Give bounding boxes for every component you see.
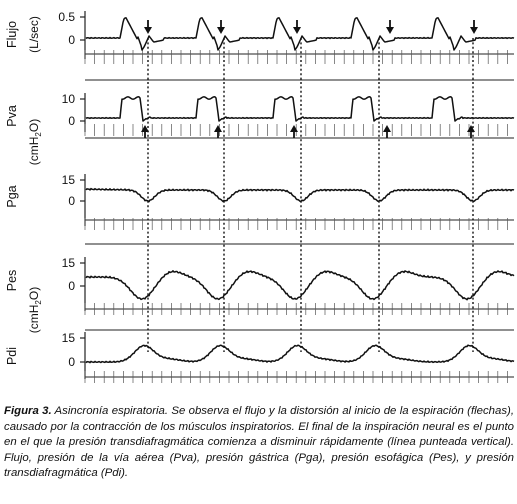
pdi-waveform (85, 344, 515, 364)
pva-arrow (290, 125, 298, 138)
panel-pga: 15 0 (62, 173, 515, 245)
pga-label: Pga (5, 185, 19, 207)
neural-end-markers (147, 38, 474, 352)
pes-label: Pes (5, 270, 19, 292)
pes-unit: (cmH2O) (27, 287, 43, 333)
pes-time-ticks (84, 303, 508, 315)
pga-waveform (85, 187, 515, 203)
flujo-arrow (470, 20, 478, 34)
pga-tick-label: 15 (62, 173, 76, 187)
pva-arrow (383, 125, 391, 138)
pga-time-ticks (84, 218, 508, 230)
distortion-arrows (141, 20, 478, 138)
flujo-arrow (217, 20, 225, 34)
flujo-label: Flujo (5, 21, 19, 48)
caption-text: Asincronía espiratoria. Se observa el fl… (4, 405, 514, 480)
pva-arrow (141, 125, 149, 138)
flujo-arrow (386, 20, 394, 34)
flujo-arrow (293, 20, 301, 34)
panel-pes: 15 0 (62, 256, 515, 331)
pva-arrow (467, 125, 475, 138)
flujo-tick-label: 0 (68, 33, 75, 47)
pes-tick-label: 0 (68, 279, 75, 293)
panel-flujo: 0.50 (58, 10, 515, 81)
caption-title: Figura 3. (4, 405, 52, 417)
pva-unit: (cmH2O) (27, 119, 43, 165)
pga-tick-label: 0 (68, 194, 75, 208)
pva-arrow (214, 125, 222, 138)
pdi-label: Pdi (5, 347, 19, 365)
pdi-time-ticks (84, 371, 508, 383)
pva-waveform (85, 96, 515, 122)
flujo-arrow (144, 20, 152, 34)
pes-tick-label: 15 (62, 256, 76, 270)
flujo-tick-label: 0.5 (58, 10, 75, 24)
figure-caption: Figura 3. Asincronía espiratoria. Se obs… (4, 404, 514, 482)
flujo-unit: (L/sec) (27, 16, 41, 53)
pva-tick-label: 10 (62, 92, 76, 106)
panel-pdi: 15 0 (62, 331, 515, 383)
panel-labels: Flujo (L/sec) Pva (cmH2O) Pga Pes (cmH2O) Pdi (5, 16, 43, 365)
pdi-tick-label: 15 (62, 331, 76, 345)
flujo-time-ticks (84, 50, 508, 64)
pva-time-ticks (84, 124, 508, 136)
pva-tick-label: 0 (68, 114, 75, 128)
pva-label: Pva (5, 105, 19, 127)
panel-pva: 10 0 (62, 92, 515, 139)
pes-waveform (85, 270, 515, 301)
flujo-waveform (85, 17, 515, 51)
pdi-tick-label: 0 (68, 355, 75, 369)
